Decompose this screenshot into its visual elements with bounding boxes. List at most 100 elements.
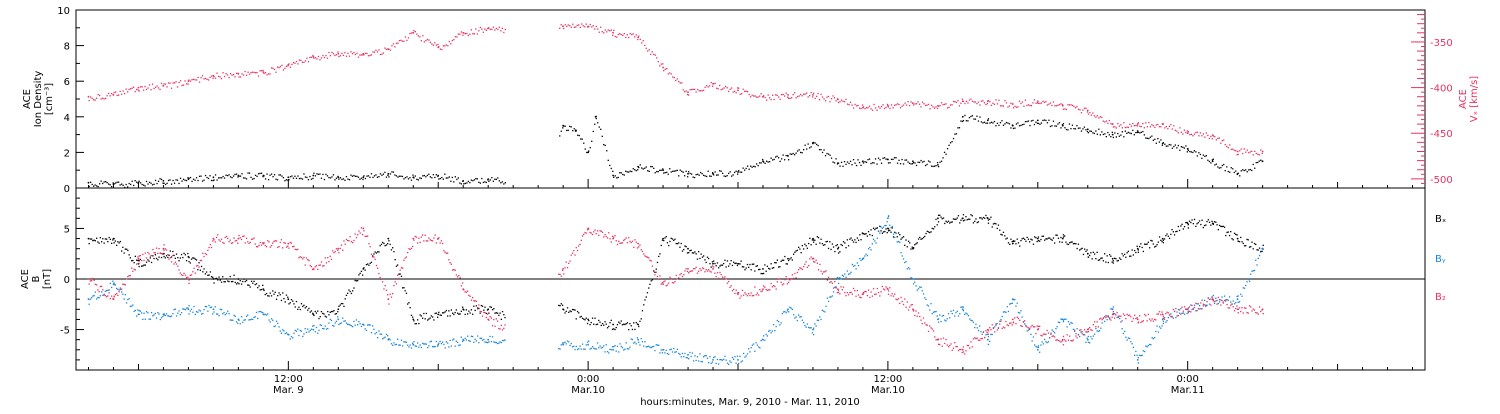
density-point xyxy=(103,181,105,183)
b-field-point xyxy=(881,285,883,288)
b-field-point xyxy=(377,251,379,253)
density-point xyxy=(980,121,983,123)
b-field-point xyxy=(380,278,383,281)
b-field-point xyxy=(601,346,604,349)
velocity-point xyxy=(329,55,332,57)
b-field-point xyxy=(405,341,408,343)
b-field-point xyxy=(1095,258,1097,260)
b-field-point xyxy=(139,258,141,261)
b-field-point xyxy=(249,241,251,243)
b-field-point xyxy=(1016,238,1018,240)
b-field-point xyxy=(578,348,580,350)
density-point xyxy=(106,182,108,184)
b-field-point xyxy=(872,238,875,240)
b-field-point xyxy=(1187,307,1189,309)
b-field-point xyxy=(1180,313,1182,315)
b-field-point xyxy=(766,289,768,291)
b-field-point xyxy=(349,236,351,238)
b-field-point xyxy=(870,229,872,231)
b-field-point xyxy=(124,294,126,296)
b-field-point xyxy=(89,238,91,240)
density-point xyxy=(773,158,775,161)
b-field-point xyxy=(124,248,126,250)
velocity-point xyxy=(1110,123,1112,125)
density-point xyxy=(927,160,930,162)
velocity-point xyxy=(816,95,818,97)
b-field-point xyxy=(215,236,218,239)
b-field-point xyxy=(916,289,918,291)
b-field-point xyxy=(1245,284,1247,287)
velocity-point xyxy=(812,94,814,96)
b-field-point xyxy=(1102,317,1104,319)
b-field-point xyxy=(741,266,744,268)
density-point xyxy=(445,177,447,179)
density-point xyxy=(385,176,388,178)
b-field-point xyxy=(338,252,340,254)
density-point xyxy=(112,182,114,184)
velocity-point xyxy=(88,99,90,102)
b-field-point xyxy=(362,274,364,276)
velocity-point xyxy=(1182,133,1184,135)
b-field-point xyxy=(212,237,215,240)
b-field-point xyxy=(1156,244,1158,246)
density-point xyxy=(858,161,861,164)
b-field-point xyxy=(1129,314,1131,316)
b-field-point xyxy=(169,250,171,252)
b-field-point xyxy=(142,253,144,256)
velocity-point xyxy=(310,56,313,58)
b-field-point xyxy=(794,317,796,319)
b-field-point xyxy=(972,222,975,224)
b-field-point xyxy=(449,262,451,264)
density-point xyxy=(731,175,733,177)
b-field-point xyxy=(189,262,191,264)
b-field-point xyxy=(126,248,128,250)
b-field-point xyxy=(272,290,274,292)
b-field-point xyxy=(412,245,414,248)
density-point xyxy=(379,173,382,175)
b-field-point xyxy=(970,341,972,343)
b-field-point xyxy=(857,264,860,267)
density-point xyxy=(744,169,746,171)
b-field-point xyxy=(136,259,138,261)
b-field-point xyxy=(503,340,505,342)
x-tick-time-label: 0:00 xyxy=(577,374,599,385)
b-field-point xyxy=(670,278,672,280)
b-field-point xyxy=(1072,339,1075,341)
density-point xyxy=(1104,133,1106,135)
b-field-point xyxy=(418,237,420,239)
b-field-point xyxy=(420,236,422,238)
b-field-point xyxy=(106,296,108,298)
velocity-point xyxy=(807,96,809,98)
velocity-point xyxy=(1018,100,1021,102)
velocity-point xyxy=(623,33,625,35)
b-field-point xyxy=(393,251,395,253)
b-field-point xyxy=(454,269,456,271)
b-field-point xyxy=(816,319,818,321)
b-field-point xyxy=(1139,315,1141,317)
b-field-point xyxy=(142,318,144,320)
legend-entry: Bₓ xyxy=(1435,214,1446,225)
b-field-point xyxy=(1260,250,1262,253)
b-field-point xyxy=(1135,317,1137,320)
b-field-point xyxy=(1198,305,1201,307)
b-field-point xyxy=(359,232,361,234)
b-field-point xyxy=(625,342,627,344)
velocity-point xyxy=(620,33,622,36)
b-field-point xyxy=(689,250,691,252)
b-field-point xyxy=(1062,319,1065,321)
b-field-point xyxy=(272,242,274,244)
b-field-point xyxy=(986,338,989,341)
velocity-point xyxy=(980,100,983,102)
velocity-point xyxy=(1071,104,1074,107)
b-field-point xyxy=(866,294,868,297)
b-field-point xyxy=(763,285,765,287)
b-field-point xyxy=(444,251,446,253)
b-field-point xyxy=(1059,340,1061,342)
b-field-point xyxy=(255,311,258,314)
velocity-point xyxy=(345,55,348,57)
b-field-point xyxy=(962,346,965,348)
b-field-point xyxy=(300,303,303,305)
b-field-point xyxy=(157,252,159,254)
velocity-point xyxy=(600,26,602,28)
density-point xyxy=(384,171,386,173)
